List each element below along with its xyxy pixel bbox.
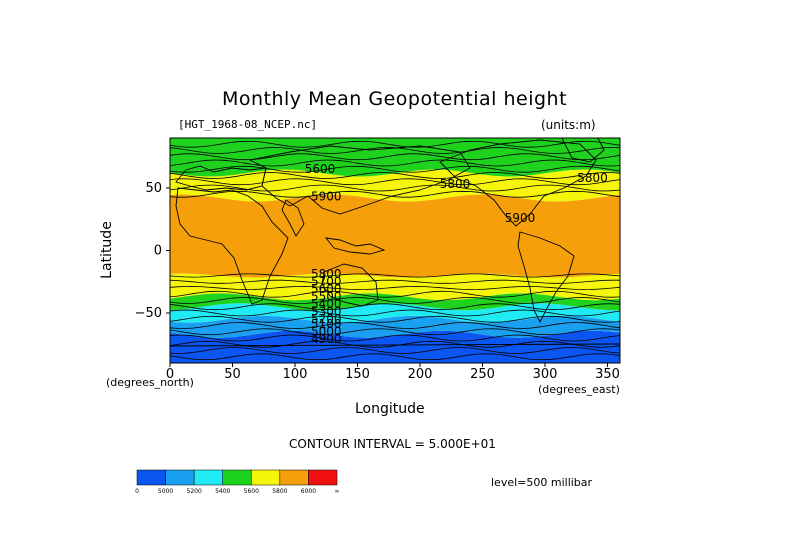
land-north-america [439, 139, 597, 227]
contour-label: 4900 [311, 332, 342, 346]
contour-line [169, 153, 621, 161]
colorbar-swatch [279, 469, 309, 486]
x-tick-label: 100 [283, 367, 308, 382]
x-tick-label: 300 [533, 367, 558, 382]
colorbar-label: 5600 [244, 488, 259, 495]
contour-label: 5600 [305, 162, 336, 176]
contour-line [169, 328, 621, 336]
contour-label: 5800 [577, 171, 608, 185]
x-axis-label: Longitude [355, 401, 425, 417]
colorbar-label: 0 [135, 488, 139, 495]
colorbar-label: 5200 [187, 488, 202, 495]
contour-label: 5600 [311, 282, 342, 296]
contour-line [169, 190, 621, 198]
x-tick-label: 0 [166, 367, 174, 382]
contour-line [169, 303, 621, 311]
contour-label: 5200 [311, 312, 342, 326]
contour-line [169, 322, 621, 329]
colorbar-label: 6000 [301, 488, 316, 495]
contour-line [169, 347, 621, 354]
land-indonesia [324, 237, 386, 255]
level-label: level=500 millibar [491, 476, 593, 489]
contour-label: 5400 [311, 297, 342, 311]
contour-label: 5700 [311, 275, 342, 289]
y-tick-label: −50 [135, 306, 162, 321]
contour-line [169, 297, 621, 304]
x-tick-label: 200 [408, 367, 433, 382]
x-tick-label: 150 [345, 367, 370, 382]
band-6 [170, 169, 620, 202]
land-antarctica [169, 343, 621, 347]
x-axis-unit: (degrees_east) [538, 383, 620, 396]
colorbar-label: 5000 [158, 488, 173, 495]
contour-line [169, 140, 621, 148]
chart-title: Monthly Mean Geopotential height [221, 88, 568, 110]
contour-line [169, 290, 621, 298]
colorbar-label: 5400 [215, 488, 230, 495]
colorbar-swatch [165, 469, 195, 486]
colorbar-swatch [251, 469, 281, 486]
colorbar-swatch [193, 469, 223, 486]
contour-line [169, 184, 621, 192]
file-label: [HGT_1968-08_NCEP.nc] [178, 118, 318, 131]
contour-label: 5900 [311, 190, 342, 204]
band-5 [170, 194, 620, 278]
contour-line [169, 178, 621, 186]
contour-label: 5500 [311, 290, 342, 304]
contour-label: 5800 [311, 267, 342, 281]
units-label: (units:m) [541, 118, 596, 132]
colorbar-swatch [308, 469, 338, 486]
contour-line [169, 279, 620, 284]
contour-label: 5800 [440, 177, 471, 191]
y-tick-label: 50 [145, 181, 162, 196]
x-tick-label: 350 [595, 367, 620, 382]
x-tick-label: 250 [470, 367, 495, 382]
contour-line [169, 315, 621, 323]
land-australia [321, 263, 379, 307]
contour-label: 5000 [311, 325, 342, 339]
y-axis-label: Latitude [99, 221, 115, 279]
colorbar-label: ∞ [335, 488, 340, 495]
colorbar-label: 5800 [272, 488, 287, 495]
y-axis-unit: (degrees_north) [106, 376, 194, 389]
colorbar-swatch [136, 469, 166, 486]
contour-line [169, 172, 621, 179]
land-india [281, 199, 305, 237]
contour-line [169, 285, 621, 291]
contour-label: 5300 [311, 305, 342, 319]
contour-interval-label: CONTOUR INTERVAL = 5.000E+01 [289, 437, 496, 451]
y-tick-label: 0 [154, 244, 162, 259]
x-tick-label: 50 [224, 367, 241, 382]
contour-line [169, 334, 621, 342]
band-2 [170, 303, 620, 323]
colorbar-swatch [222, 469, 252, 486]
land-asia [248, 145, 471, 215]
contour-label: 5100 [311, 317, 342, 331]
land-africa [175, 187, 289, 305]
contour-line [169, 165, 621, 173]
band-0 [170, 330, 620, 363]
contour-line [169, 159, 621, 167]
contour-line [169, 353, 621, 361]
contour-label: 5900 [505, 211, 536, 225]
land-south-america [517, 231, 575, 324]
contour-line [169, 273, 621, 278]
